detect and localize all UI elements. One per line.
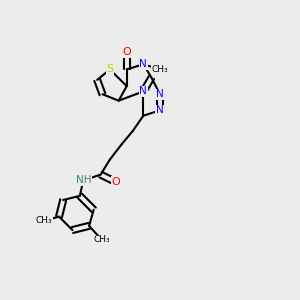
Text: CH₃: CH₃ bbox=[152, 65, 168, 74]
Text: NH: NH bbox=[76, 176, 91, 185]
Text: N: N bbox=[156, 89, 164, 99]
Text: O: O bbox=[122, 47, 131, 57]
Text: S: S bbox=[106, 64, 113, 74]
Text: CH₃: CH₃ bbox=[36, 216, 52, 225]
Text: O: O bbox=[111, 177, 120, 187]
Text: N: N bbox=[140, 59, 147, 69]
Text: N: N bbox=[156, 105, 164, 116]
Text: N: N bbox=[140, 86, 147, 96]
Text: CH₃: CH₃ bbox=[94, 235, 110, 244]
